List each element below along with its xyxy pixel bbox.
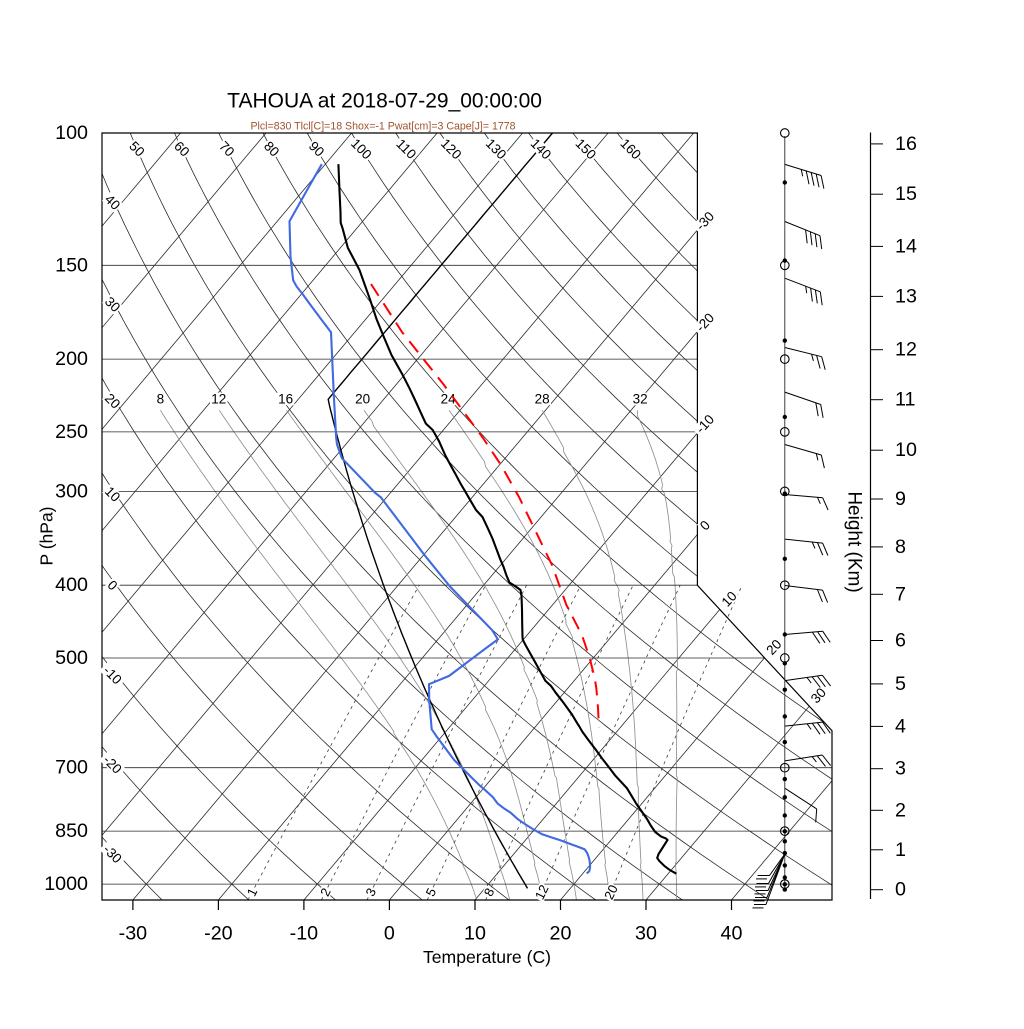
svg-text:7: 7: [895, 583, 906, 605]
svg-text:850: 850: [55, 820, 88, 842]
svg-text:10: 10: [895, 439, 917, 461]
svg-text:11: 11: [895, 389, 915, 411]
svg-text:30: 30: [635, 923, 657, 945]
svg-text:28: 28: [535, 392, 550, 407]
svg-text:1000: 1000: [44, 873, 88, 895]
svg-text:20: 20: [355, 392, 370, 407]
svg-text:0: 0: [895, 879, 906, 901]
svg-text:3: 3: [895, 758, 906, 780]
svg-text:TAHOUA at 2018-07-29_00:00:00: TAHOUA at 2018-07-29_00:00:00: [227, 90, 542, 113]
svg-text:100: 100: [55, 122, 88, 144]
svg-text:13: 13: [895, 285, 917, 307]
svg-text:500: 500: [55, 647, 88, 669]
svg-text:400: 400: [55, 574, 88, 596]
svg-text:6: 6: [895, 630, 906, 652]
svg-text:14: 14: [895, 235, 917, 257]
svg-text:150: 150: [55, 254, 88, 276]
svg-text:250: 250: [55, 421, 88, 443]
svg-text:8: 8: [157, 392, 165, 407]
svg-text:1: 1: [895, 839, 906, 861]
svg-text:15: 15: [895, 183, 917, 205]
svg-text:32: 32: [633, 392, 648, 407]
svg-text:0: 0: [384, 923, 395, 945]
svg-text:10: 10: [464, 923, 486, 945]
svg-text:700: 700: [55, 757, 88, 779]
svg-text:-20: -20: [204, 923, 233, 945]
svg-text:40: 40: [721, 923, 743, 945]
svg-text:2: 2: [895, 799, 906, 821]
svg-text:Height (Km): Height (Km): [844, 491, 865, 592]
svg-text:9: 9: [895, 488, 906, 510]
svg-text:200: 200: [55, 348, 88, 370]
svg-text:4: 4: [895, 715, 906, 737]
svg-text:20: 20: [550, 923, 572, 945]
svg-text:16: 16: [895, 133, 917, 155]
svg-text:8: 8: [895, 536, 906, 558]
svg-text:12: 12: [211, 392, 226, 407]
svg-text:Plcl=830 Tlcl[C]=18 Shox=-1 Pw: Plcl=830 Tlcl[C]=18 Shox=-1 Pwat[cm]=3 C…: [250, 121, 515, 133]
svg-text:P (hPa): P (hPa): [37, 506, 57, 565]
svg-text:300: 300: [55, 480, 88, 502]
svg-text:-10: -10: [290, 923, 319, 945]
svg-text:12: 12: [895, 339, 917, 361]
svg-text:Temperature (C): Temperature (C): [423, 947, 551, 967]
svg-text:16: 16: [278, 392, 293, 407]
svg-text:-30: -30: [119, 923, 148, 945]
svg-text:5: 5: [895, 673, 906, 695]
